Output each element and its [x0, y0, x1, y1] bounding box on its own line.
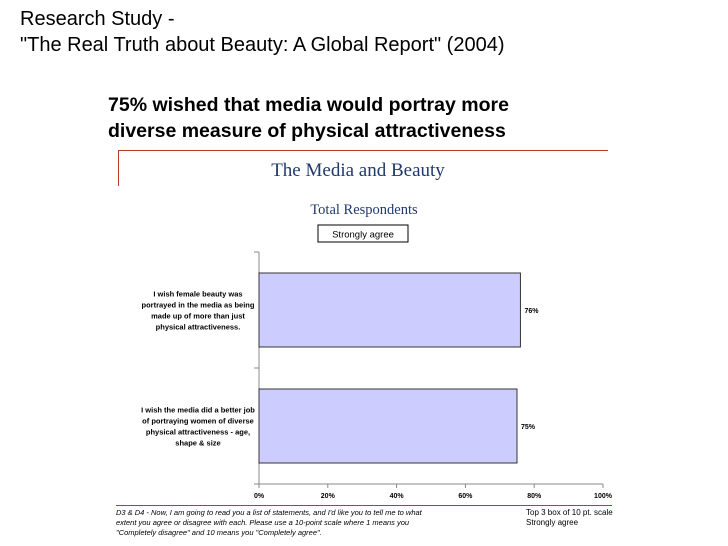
slide-subtitle-line-2: diverse measure of physical attractivene… [108, 120, 506, 142]
data-label: 76% [524, 308, 539, 315]
chart-title: The Media and Beauty [271, 160, 445, 181]
bar [258, 388, 518, 464]
slide-subtitle-line-1: 75% wished that media would portray more [108, 94, 509, 116]
category-label-line: physical attractiveness. [156, 323, 241, 332]
category-label: I wish female beauty was portrayed in the… [142, 290, 255, 332]
slide-title: Research Study - "The Real Truth about B… [20, 6, 720, 58]
slide-title-line-1: Research Study - [20, 8, 175, 30]
category-label-line: I wish female beauty was [153, 290, 242, 299]
footnote-line-1: D3 & D4 - Now, I am going to read you a … [116, 508, 422, 517]
category-label-line: made up of more than just [151, 312, 245, 321]
x-tick-label: 80% [527, 493, 542, 500]
legend-box [317, 224, 409, 243]
category-label-line: I wish the media did a better job [141, 406, 255, 415]
x-tick-label: 20% [321, 493, 336, 500]
x-tick-label: 40% [390, 493, 405, 500]
bottom-red-rule [116, 505, 612, 506]
footnote-line-2: extent you agree or disagree with each. … [116, 518, 410, 527]
bar [258, 272, 521, 348]
data-label: 75% [521, 424, 536, 431]
x-tick-label: 0% [254, 493, 265, 500]
top-red-tick [118, 150, 119, 186]
category-label: I wish the media did a better job of port… [141, 406, 255, 448]
footnote-line-3: "Completely disagree" and 10 means you "… [116, 528, 322, 537]
legend: Strongly agree [317, 224, 409, 243]
x-tick-label: 60% [458, 493, 473, 500]
legend-label: Strongly agree [332, 230, 394, 241]
scale-note-line-1: Top 3 box of 10 pt. scale [526, 508, 613, 517]
top-red-rule [118, 150, 608, 151]
category-label-line: portrayed in the media as being [142, 301, 255, 310]
scale-note: Top 3 box of 10 pt. scale Strongly agree [526, 508, 646, 528]
x-tick-label: 100% [594, 493, 613, 500]
category-label-line: shape & size [175, 439, 220, 448]
scale-note-line-2: Strongly agree [526, 518, 579, 527]
slide-subtitle: 75% wished that media would portray more… [108, 92, 628, 144]
question-footnote: D3 & D4 - Now, I am going to read you a … [116, 508, 456, 538]
category-label-line: physical attractiveness - age, [146, 428, 250, 437]
slide-title-line-2: "The Real Truth about Beauty: A Global R… [20, 34, 505, 56]
plot-area: 0% 20% 40% 60% 80% 100% 76% I wish female beaut… [141, 251, 613, 500]
category-label-line: of portraying women of diverse [142, 417, 254, 426]
chart-subtitle: Total Respondents [310, 202, 418, 218]
